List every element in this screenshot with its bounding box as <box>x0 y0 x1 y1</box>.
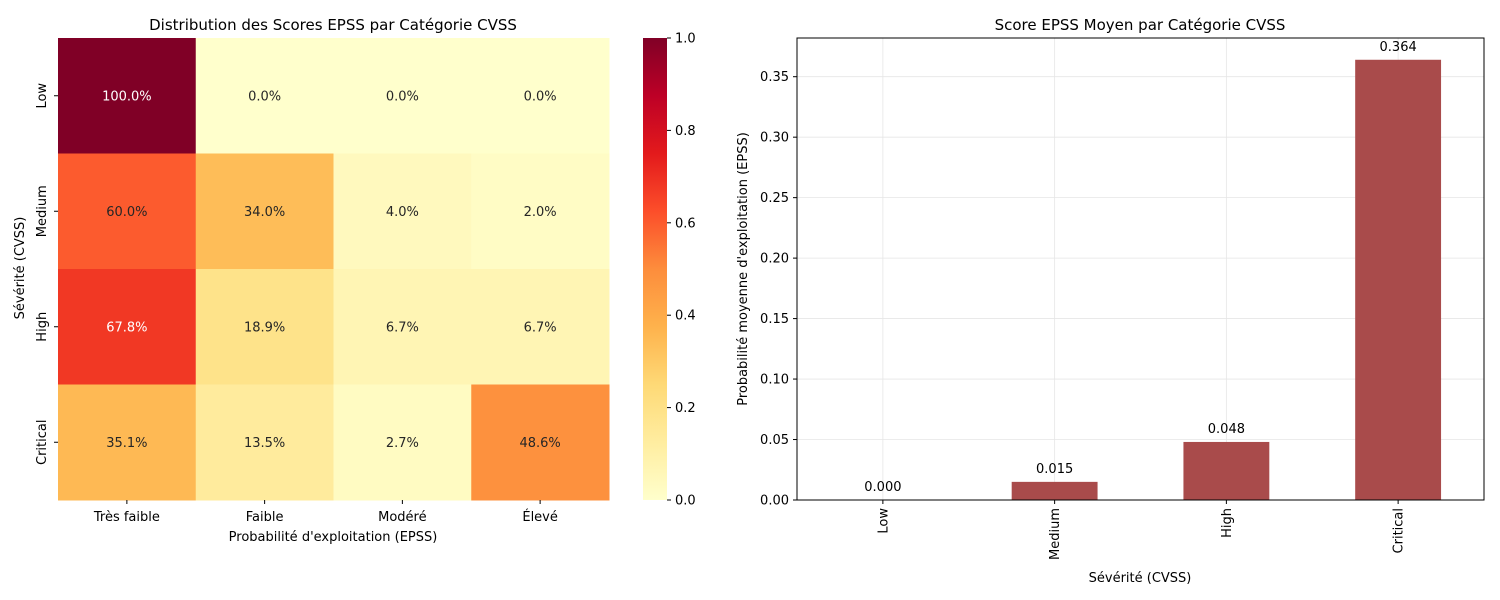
bar-chart-bars: 0.000 0.015 0.048 0.364 <box>864 40 1442 501</box>
heatmap-cell-label: 0.0% <box>248 89 281 104</box>
heatmap-cell <box>58 38 197 154</box>
colorbar-tick-label: 0.8 <box>675 124 696 139</box>
bar-high <box>1183 441 1270 500</box>
heatmap-y-axis-label: Sévérité (CVSS) <box>13 217 28 320</box>
bar-chart-y-tick-label: 0.30 <box>760 131 789 146</box>
colorbar-ticks: 0.0 0.2 0.4 0.6 0.8 1.0 <box>667 32 696 509</box>
colorbar-tick-label: 0.4 <box>675 309 696 324</box>
heatmap-cell-label: 6.7% <box>524 320 557 335</box>
heatmap-x-axis-label: Probabilité d'exploitation (EPSS) <box>229 530 438 545</box>
heatmap-cell <box>195 269 334 385</box>
bar-critical <box>1355 59 1442 501</box>
heatmap-cells: 100.0% 0.0% 0.0% 0.0% 60.0% 34.0% 4.0% 2.0% 67.8… <box>58 38 610 501</box>
bar-chart-y-tick-label: 0.35 <box>760 70 789 85</box>
heatmap-cell <box>58 269 197 385</box>
heatmap-y-tick-label: Critical <box>35 420 50 465</box>
bar-medium <box>1011 481 1098 500</box>
heatmap-cell-label: 18.9% <box>244 320 285 335</box>
bar-chart-frame <box>796 37 1485 501</box>
heatmap-cell-label: 67.8% <box>106 320 147 335</box>
heatmap-cell <box>195 384 334 501</box>
heatmap-cell <box>333 153 472 270</box>
bar-chart-x-tick-label: Medium <box>1048 508 1063 560</box>
heatmap-cell <box>471 153 610 270</box>
heatmap-cell <box>58 153 197 270</box>
heatmap-cell <box>333 269 472 385</box>
heatmap-cell-label: 2.0% <box>524 205 557 220</box>
heatmap-y-tick-label: High <box>35 312 50 342</box>
heatmap-panel: Distribution des Scores EPSS par Catégor… <box>13 16 610 545</box>
heatmap-y-tick-label: Medium <box>35 185 50 237</box>
colorbar: 0.0 0.2 0.4 0.6 0.8 1.0 <box>643 32 696 509</box>
colorbar-tick-label: 0.0 <box>675 494 696 509</box>
bar-chart-y-tick-label: 0.15 <box>760 312 789 327</box>
heatmap-x-tick-label: Faible <box>246 510 284 525</box>
bar-chart-panel: Score EPSS Moyen par Catégorie CVSS 0.00… <box>736 16 1485 586</box>
heatmap-cell <box>471 269 610 385</box>
bar-value-label: 0.364 <box>1380 40 1417 55</box>
heatmap-cell-label: 35.1% <box>106 436 147 451</box>
heatmap-cell-label: 6.7% <box>386 320 419 335</box>
bar-chart-y-axis-label: Probabilité moyenne d'exploitation (EPSS… <box>736 132 751 406</box>
bar-chart-y-tick-label: 0.20 <box>760 252 789 267</box>
heatmap-cell-label: 100.0% <box>102 89 152 104</box>
heatmap-x-tick-label: Modéré <box>378 510 426 525</box>
bar-chart-x-tick-label: High <box>1220 508 1235 538</box>
bar-value-label: 0.000 <box>864 480 901 495</box>
heatmap-cell <box>195 38 334 154</box>
heatmap-cell <box>333 384 472 501</box>
bar-value-label: 0.015 <box>1036 462 1073 477</box>
heatmap-cell <box>471 384 610 501</box>
heatmap-cell <box>471 38 610 154</box>
colorbar-tick-label: 0.6 <box>675 216 696 231</box>
heatmap-cell-label: 60.0% <box>106 205 147 220</box>
bar-value-label: 0.048 <box>1208 422 1245 437</box>
bar-chart-title: Score EPSS Moyen par Catégorie CVSS <box>995 16 1286 34</box>
bar-chart-x-tick-label: Critical <box>1392 508 1407 553</box>
heatmap-y-tick-label: Low <box>35 83 50 109</box>
heatmap-cell-label: 13.5% <box>244 436 285 451</box>
heatmap-ticks: Très faible Faible Modéré Élevé Low Medium Hig… <box>35 83 558 525</box>
heatmap-cell <box>195 153 334 270</box>
bar-chart-y-tick-label: 0.00 <box>760 494 789 509</box>
heatmap-cell-label: 2.7% <box>386 436 419 451</box>
heatmap-x-tick-label: Élevé <box>522 509 558 525</box>
colorbar-tick-label: 0.2 <box>675 401 696 416</box>
bar-chart-x-tick-label: Low <box>876 508 891 534</box>
colorbar-tick-label: 1.0 <box>675 32 696 47</box>
heatmap-cell-label: 34.0% <box>244 205 285 220</box>
heatmap-cell-label: 48.6% <box>519 436 560 451</box>
colorbar-gradient <box>643 38 667 500</box>
heatmap-cell-label: 0.0% <box>524 89 557 104</box>
bar-chart-y-tick-label: 0.25 <box>760 191 789 206</box>
heatmap-x-tick-label: Très faible <box>93 510 160 525</box>
heatmap-cell-label: 4.0% <box>386 205 419 220</box>
heatmap-title: Distribution des Scores EPSS par Catégor… <box>149 16 517 34</box>
bar-chart-y-tick-label: 0.05 <box>760 433 789 448</box>
bar-chart-y-tick-label: 0.10 <box>760 373 789 388</box>
bar-chart-x-axis-label: Sévérité (CVSS) <box>1089 571 1192 586</box>
heatmap-cell <box>58 384 197 501</box>
heatmap-cell <box>333 38 472 154</box>
heatmap-cell-label: 0.0% <box>386 89 419 104</box>
bar-chart-ticks: 0.00 0.05 0.10 0.15 0.20 0.25 0.30 0.35 Low Mediu… <box>760 70 1407 560</box>
